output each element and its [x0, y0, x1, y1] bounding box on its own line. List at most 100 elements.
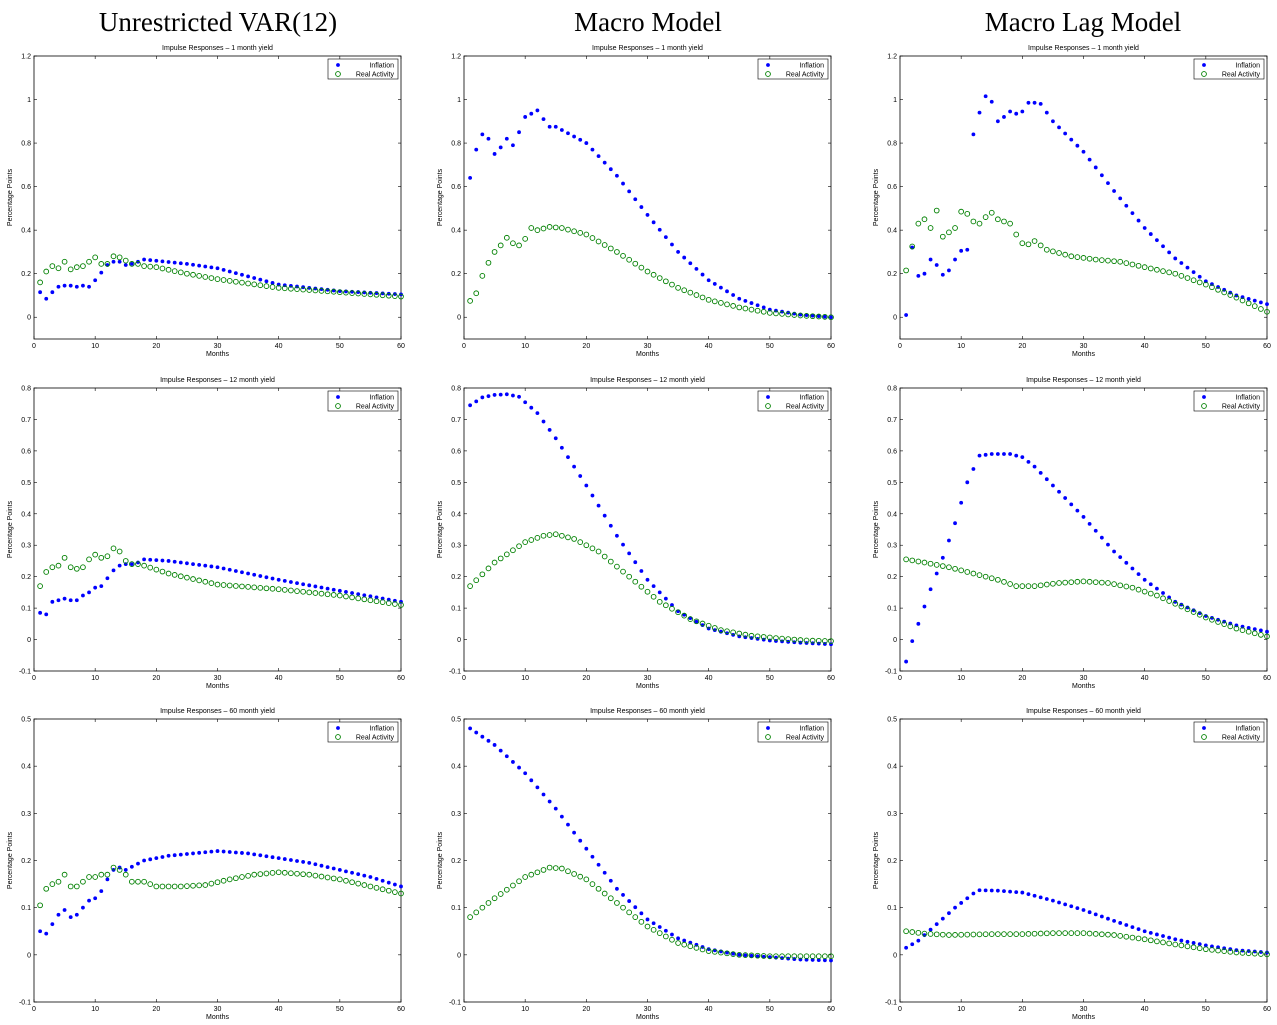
- data-point: [50, 599, 55, 604]
- data-point: [307, 860, 312, 865]
- data-point: [480, 734, 485, 739]
- data-point: [1086, 578, 1093, 585]
- data-point: [171, 883, 178, 890]
- data-point: [608, 878, 613, 883]
- data-point: [330, 875, 337, 882]
- data-point: [590, 854, 595, 859]
- data-point: [1185, 605, 1190, 610]
- data-point: [1196, 611, 1203, 618]
- data-point: [1069, 137, 1074, 142]
- data-point: [1051, 483, 1055, 488]
- data-point: [725, 950, 729, 955]
- data-point: [1184, 943, 1191, 950]
- data-point: [705, 296, 712, 303]
- data-point: [779, 311, 785, 317]
- data-point: [1129, 584, 1136, 591]
- data-point: [270, 855, 275, 860]
- data-point: [1129, 261, 1136, 268]
- data-point: [761, 954, 766, 959]
- data-point: [633, 905, 638, 910]
- data-point: [1069, 502, 1074, 507]
- data-point: [1251, 303, 1258, 309]
- legend-label: Inflation: [799, 395, 824, 402]
- data-point: [269, 284, 276, 290]
- data-point: [252, 852, 257, 857]
- data-point: [275, 586, 282, 593]
- legend: Inflation Real Activity: [1193, 721, 1265, 743]
- data-point: [559, 865, 565, 872]
- data-point: [392, 293, 398, 299]
- data-point: [226, 278, 233, 284]
- data-point: [67, 883, 74, 890]
- y-tick-label: 0.6: [21, 448, 31, 455]
- data-point: [1032, 893, 1037, 898]
- y-tick-label: 0: [457, 952, 461, 959]
- data-point: [822, 958, 827, 963]
- data-point: [965, 896, 970, 901]
- data-point: [289, 580, 293, 584]
- data-point: [662, 602, 669, 609]
- data-point: [1166, 940, 1172, 947]
- y-tick-label: 1.2: [21, 54, 31, 61]
- legend-box: [1193, 390, 1265, 412]
- data-point: [312, 287, 319, 294]
- data-point: [540, 867, 547, 873]
- data-point: [791, 953, 798, 960]
- data-point: [608, 523, 613, 528]
- data-point: [246, 274, 250, 279]
- data-point: [1215, 286, 1221, 293]
- series-inflation: [468, 108, 833, 320]
- data-point: [1135, 586, 1142, 593]
- data-point: [468, 403, 473, 408]
- data-point: [257, 584, 264, 591]
- data-point: [995, 119, 1000, 124]
- data-point: [541, 117, 546, 122]
- data-point: [584, 846, 589, 851]
- y-tick-label: 0.1: [21, 905, 31, 912]
- data-point: [718, 627, 724, 633]
- y-axis-label: Percentage Points: [7, 168, 14, 226]
- data-point: [953, 905, 957, 910]
- data-point: [220, 582, 227, 588]
- data-point: [737, 952, 742, 957]
- data-point: [510, 240, 516, 247]
- data-point: [595, 238, 602, 245]
- data-point: [240, 851, 244, 855]
- data-point: [1136, 218, 1141, 223]
- data-point: [485, 565, 492, 572]
- data-point: [202, 578, 209, 585]
- data-point: [263, 283, 270, 289]
- data-point: [319, 287, 324, 292]
- data-point: [330, 592, 337, 598]
- data-point: [1124, 203, 1129, 208]
- plot-frame: [899, 55, 1268, 340]
- x-tick-label: 60: [1263, 343, 1271, 350]
- data-point: [227, 850, 232, 854]
- y-tick-label: 0.3: [21, 543, 31, 550]
- y-tick-label: 0.4: [887, 764, 897, 771]
- data-point: [159, 568, 166, 575]
- data-point: [1051, 119, 1055, 124]
- data-point: [1043, 581, 1050, 588]
- data-point: [921, 559, 928, 566]
- data-point: [92, 551, 99, 558]
- x-tick-label: 50: [766, 1006, 774, 1013]
- data-point: [737, 296, 742, 301]
- data-point: [1142, 929, 1147, 934]
- panel-title: Impulse Responses – 60 month yield: [590, 708, 705, 715]
- legend-marker: [765, 734, 771, 740]
- data-point: [1075, 906, 1080, 911]
- data-point: [566, 131, 570, 136]
- data-point: [1050, 580, 1056, 587]
- data-point: [1178, 273, 1185, 279]
- x-tick-label: 40: [705, 675, 713, 682]
- data-point: [1056, 930, 1062, 936]
- data-point: [650, 271, 657, 278]
- data-point: [1032, 100, 1037, 105]
- data-point: [522, 539, 529, 545]
- data-point: [55, 562, 62, 569]
- data-point: [1123, 583, 1130, 590]
- data-point: [528, 225, 535, 231]
- data-point: [178, 560, 183, 565]
